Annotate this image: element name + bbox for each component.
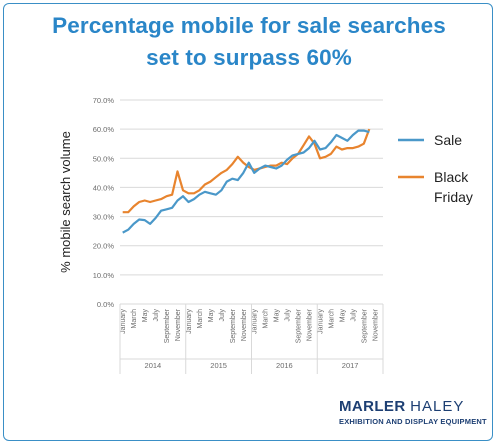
x-tick-label: May [142,309,149,323]
y-tick-label: 30.0% [93,213,115,222]
x-tick-label: January [252,309,259,334]
x-tick-label: November [372,308,379,341]
x-tick-label: September [361,308,368,343]
logo-word-marler: MARLER [339,398,406,415]
legend-label-black-friday-line2: Friday [434,189,473,205]
y-tick-label: 20.0% [93,242,115,251]
x-tick-label: September [230,308,237,343]
year-label: 2017 [342,361,359,370]
x-tick-label: July [285,309,292,322]
x-tick-label: March [263,309,270,329]
x-tick-label: September [164,308,171,343]
series-line-sale [122,129,370,234]
x-tick-label: November [241,308,248,341]
frame-border [3,3,493,441]
year-label: 2016 [276,361,293,370]
legend-label-sale: Sale [434,132,462,148]
y-tick-label: 50.0% [93,154,115,163]
chart-title-line-1: Percentage mobile for sale searches [52,13,446,38]
series-line-black-friday [122,128,371,214]
x-tick-label: July [153,309,160,322]
x-tick-label: January [317,309,324,334]
x-tick-label: May [339,309,346,323]
x-tick-label: July [350,309,357,322]
x-tick-label: September [296,308,303,343]
y-tick-label: 40.0% [93,183,115,192]
year-label: 2015 [210,361,227,370]
legend-label-black-friday-line1: Black [434,169,469,185]
x-tick-label: March [197,309,204,329]
logo-word-haley: HALEY [410,398,465,415]
x-tick-label: March [328,309,335,329]
chart-title-line-2: set to surpass 60% [146,45,352,70]
logo-tagline: EXHIBITION AND DISPLAY EQUIPMENT [339,417,487,426]
x-tick-label: July [219,309,226,322]
x-tick-label: March [131,309,138,329]
year-label: 2014 [145,361,162,370]
y-tick-label: 10.0% [93,271,115,280]
y-tick-label: 70.0% [93,96,115,105]
y-tick-label: 60.0% [93,125,115,134]
x-tick-label: May [274,309,281,323]
x-tick-label: November [307,308,314,341]
x-tick-label: November [175,308,182,341]
x-tick-label: May [208,309,215,323]
x-tick-label: January [120,309,127,334]
y-tick-label: 0.0% [97,300,114,309]
x-tick-label: January [186,309,193,334]
y-axis-label: % mobile search volume [58,131,73,273]
brand-logo: MARLER HALEY [339,398,464,415]
